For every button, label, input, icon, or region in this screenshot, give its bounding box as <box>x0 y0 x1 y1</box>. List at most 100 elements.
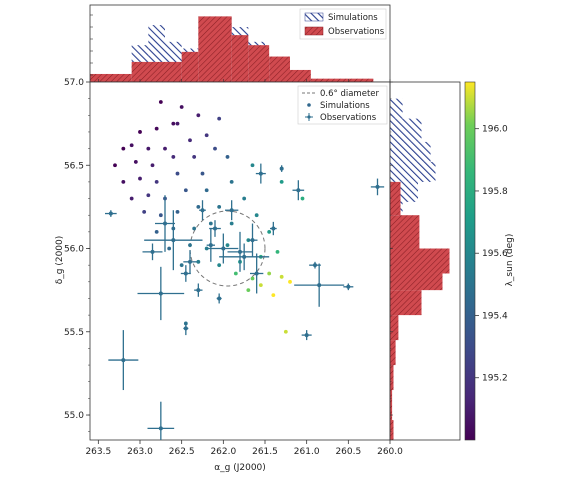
observation-marker-6 <box>171 238 176 243</box>
observation-marker-29 <box>271 226 276 231</box>
simulation-point-49 <box>196 259 201 264</box>
observation-point-12 <box>225 200 239 221</box>
diameter-circle <box>189 210 266 287</box>
simulation-point-59 <box>258 283 263 288</box>
simulation-point-23 <box>225 155 230 159</box>
colorbar-tick-label-2: 195.6 <box>482 249 508 259</box>
simulation-point-29 <box>229 180 234 184</box>
observation-point-1 <box>147 401 175 440</box>
right-hist-bar-observations-7 <box>390 365 394 391</box>
simulation-point-24 <box>129 196 134 201</box>
observation-marker-21 <box>296 188 301 193</box>
top-hist-bar-observations-0 <box>90 73 115 82</box>
simulation-point-32 <box>175 209 180 214</box>
simulation-point-12 <box>113 163 117 168</box>
observation-marker-18 <box>183 271 188 276</box>
main-legend-observations: Observations <box>320 113 377 123</box>
simulation-point-34 <box>217 204 222 209</box>
simulation-point-60 <box>246 288 251 293</box>
observation-point-28 <box>216 293 222 304</box>
y-tick-label-1: 55.5 <box>64 328 84 338</box>
observation-marker-28 <box>217 296 222 301</box>
observation-point-15 <box>247 223 258 257</box>
observation-marker-12 <box>229 208 234 213</box>
legend-observations-cross <box>305 113 313 121</box>
simulation-point-42 <box>167 246 172 251</box>
observation-point-4 <box>155 195 175 252</box>
observation-marker-4 <box>163 221 167 226</box>
observation-point-17 <box>206 228 215 262</box>
legend-simulations-dot <box>307 103 311 107</box>
main-legend-box <box>297 85 388 125</box>
simulation-point-68 <box>283 329 288 334</box>
observation-point-29 <box>270 221 277 236</box>
y-tick-label-2: 56.0 <box>64 245 84 255</box>
simulation-point-64 <box>217 116 222 121</box>
simulation-point-63 <box>175 121 180 126</box>
x-tick-label-2: 262.5 <box>169 447 195 457</box>
top-hist-bar-observations-3 <box>181 51 199 82</box>
observation-point-23 <box>309 261 321 269</box>
simulation-point-1 <box>179 105 184 109</box>
simulation-point-50 <box>217 263 222 268</box>
observation-point-5 <box>142 243 163 261</box>
simulation-point-54 <box>233 271 238 276</box>
simulation-point-40 <box>229 221 234 226</box>
observation-marker-24 <box>346 284 351 289</box>
main-scatter-plot: 263.5 263.0 262.5 262.0 261.5 261.0 260.5 260.0… <box>55 78 403 473</box>
main-legend-diameter: 0.6° diameter <box>320 89 380 99</box>
observation-point-9 <box>199 200 206 221</box>
y-axis-label: δ_g (2000) <box>55 236 65 285</box>
top-hist-bar-observations-4 <box>198 16 215 82</box>
top-histogram: Simulations Observations <box>89 4 391 83</box>
simulation-point-45 <box>225 243 230 248</box>
observation-point-20 <box>279 165 284 172</box>
colorbar-tick-label-1: 195.4 <box>482 311 508 321</box>
observation-point-3 <box>137 266 185 321</box>
right-hist-bar-observations-2 <box>390 248 450 274</box>
observation-marker-22 <box>317 283 322 288</box>
colorbar: 195.2 195.4 195.6 195.8 196.0 λ_sun (deg) <box>464 81 515 441</box>
observation-point-26 <box>370 178 385 196</box>
observation-point-13 <box>227 231 253 272</box>
observation-marker-26 <box>375 184 380 189</box>
observation-marker-19 <box>258 171 263 176</box>
x-tick-label-5: 261.0 <box>294 447 320 457</box>
right-hist-bar-observations-9 <box>390 420 394 440</box>
observation-point-19 <box>255 163 266 184</box>
simulation-point-15 <box>171 155 176 159</box>
colorbar-tick-label-4: 196.0 <box>482 125 508 135</box>
x-tick-label-7: 260.0 <box>377 447 403 457</box>
observation-marker-14 <box>242 254 247 259</box>
colorbar-tick-label-3: 195.8 <box>482 187 508 197</box>
right-hist-bar-simulations-1 <box>390 118 422 142</box>
main-legend: 0.6° diameter Simulations Observations <box>297 85 388 125</box>
simulation-point-25 <box>146 193 151 198</box>
top-legend: Simulations Observations <box>299 8 387 40</box>
simulation-point-22 <box>200 171 205 176</box>
observation-marker-25 <box>304 333 309 338</box>
simulation-point-39 <box>208 221 213 226</box>
simulation-point-43 <box>188 243 192 248</box>
right-hist-bar-observations-0 <box>390 181 401 216</box>
simulation-point-20 <box>154 180 159 184</box>
simulation-point-16 <box>192 155 197 159</box>
simulation-point-5 <box>171 121 176 126</box>
top-hist-bar-observations-8 <box>269 56 290 82</box>
observation-marker-8 <box>196 288 201 293</box>
right-hist-bar-observations-5 <box>390 315 399 341</box>
simulation-point-57 <box>279 274 284 279</box>
simulation-point-35 <box>242 196 247 201</box>
simulation-point-27 <box>183 188 188 193</box>
y-tick-label-4: 57.0 <box>64 78 84 88</box>
simulation-point-41 <box>254 213 259 218</box>
simulation-point-9 <box>163 146 167 151</box>
observation-marker-15 <box>250 238 255 243</box>
top-hist-bar-observations-2 <box>131 61 182 82</box>
right-hist-bar-observations-1 <box>390 215 420 249</box>
observation-point-7 <box>183 250 197 274</box>
simulation-point-65 <box>250 163 255 168</box>
simulation-point-61 <box>271 293 276 298</box>
observation-marker-20 <box>279 166 284 171</box>
